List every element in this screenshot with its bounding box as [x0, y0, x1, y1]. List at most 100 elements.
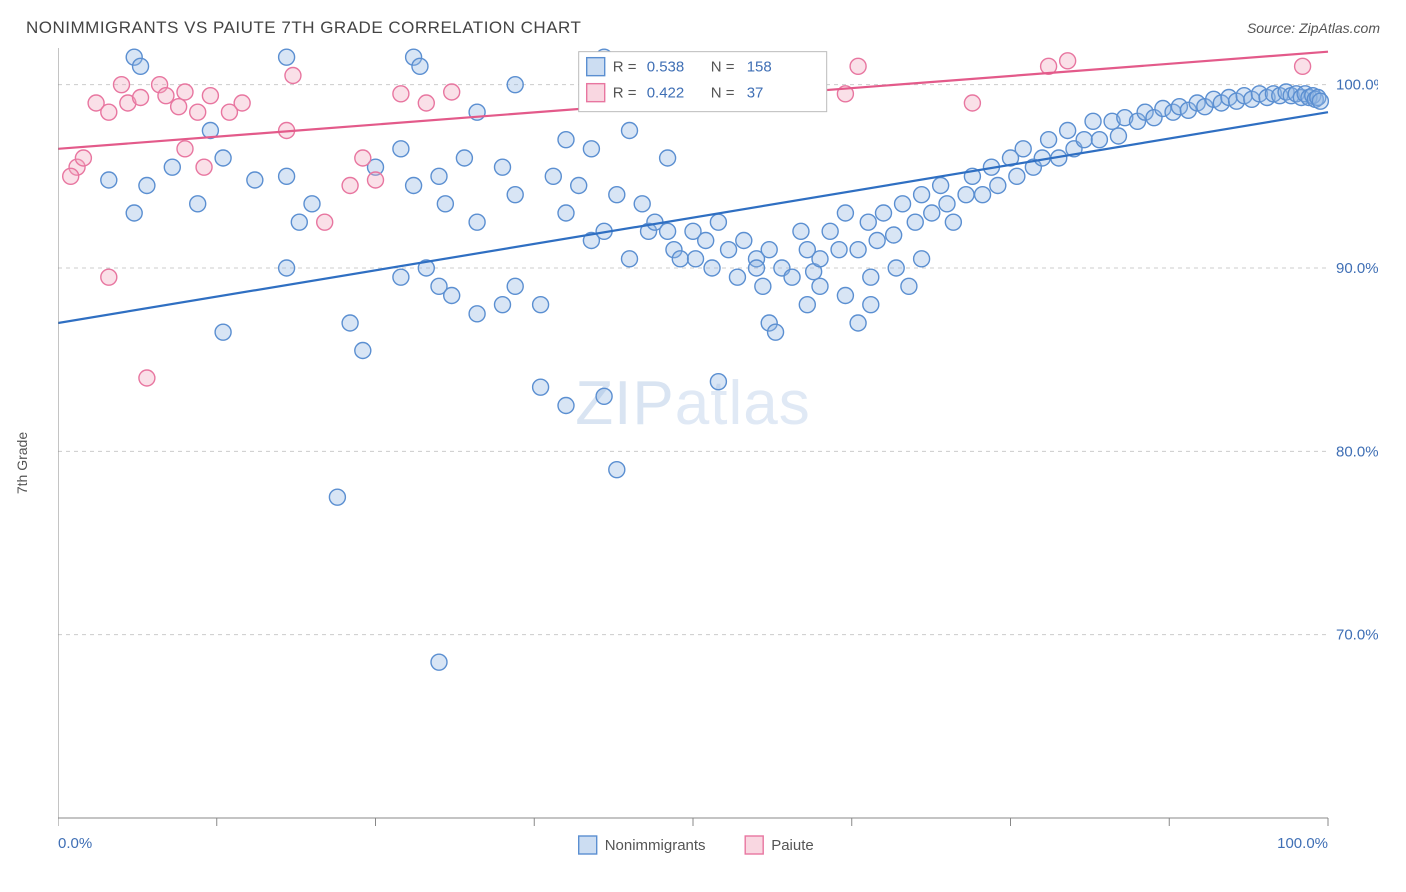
data-point: [393, 86, 409, 102]
y-tick-label: 100.0%: [1336, 77, 1378, 94]
data-point: [822, 223, 838, 239]
data-point: [133, 58, 149, 74]
data-point: [171, 99, 187, 115]
data-point: [812, 278, 828, 294]
legend-swatch: [745, 836, 763, 854]
data-point: [495, 297, 511, 313]
data-point: [393, 141, 409, 157]
legend-series-label: Nonimmigrants: [605, 837, 706, 854]
data-point: [444, 288, 460, 304]
source-label: Source: ZipAtlas.com: [1247, 20, 1380, 36]
data-point: [660, 150, 676, 166]
data-point: [964, 95, 980, 111]
data-point: [177, 84, 193, 100]
data-point: [945, 214, 961, 230]
legend-swatch: [587, 84, 605, 102]
data-point: [729, 269, 745, 285]
data-point: [545, 168, 561, 184]
data-point: [1295, 58, 1311, 74]
data-point: [304, 196, 320, 212]
legend-swatch: [587, 58, 605, 76]
data-point: [710, 374, 726, 390]
data-point: [721, 242, 737, 258]
data-point: [749, 260, 765, 276]
data-point: [533, 297, 549, 313]
y-tick-label: 70.0%: [1336, 627, 1378, 644]
data-point: [886, 227, 902, 243]
data-point: [279, 260, 295, 276]
data-point: [736, 233, 752, 249]
data-point: [133, 90, 149, 106]
legend-r-label: R =: [613, 85, 637, 102]
data-point: [215, 324, 231, 340]
data-point: [355, 150, 371, 166]
data-point: [837, 205, 853, 221]
data-point: [63, 168, 79, 184]
data-point: [1015, 141, 1031, 157]
data-point: [907, 214, 923, 230]
data-point: [622, 123, 638, 139]
data-point: [704, 260, 720, 276]
trend-line: [58, 112, 1328, 323]
data-point: [850, 58, 866, 74]
data-point: [101, 172, 117, 188]
data-point: [247, 172, 263, 188]
data-point: [158, 88, 174, 104]
data-point: [196, 159, 212, 175]
data-point: [634, 196, 650, 212]
data-point: [279, 49, 295, 65]
data-point: [869, 233, 885, 249]
data-point: [1091, 132, 1107, 148]
data-point: [234, 95, 250, 111]
chart-title: NONIMMIGRANTS VS PAIUTE 7TH GRADE CORREL…: [26, 18, 581, 38]
data-point: [876, 205, 892, 221]
watermark: ZIPatlas: [575, 369, 810, 438]
data-point: [990, 178, 1006, 194]
data-point: [895, 196, 911, 212]
data-point: [793, 223, 809, 239]
legend-r-value: 0.538: [647, 59, 685, 76]
legend-r-label: R =: [613, 59, 637, 76]
y-tick-label: 90.0%: [1336, 260, 1378, 277]
data-point: [507, 278, 523, 294]
data-point: [329, 489, 345, 505]
data-point: [75, 150, 91, 166]
data-point: [317, 214, 333, 230]
data-point: [583, 141, 599, 157]
data-point: [469, 306, 485, 322]
data-point: [799, 297, 815, 313]
data-point: [761, 242, 777, 258]
data-point: [1312, 93, 1328, 109]
data-point: [1076, 132, 1092, 148]
data-point: [609, 187, 625, 203]
data-point: [101, 269, 117, 285]
data-point: [291, 214, 307, 230]
data-point: [622, 251, 638, 267]
data-point: [888, 260, 904, 276]
x-tick-label: 0.0%: [58, 835, 92, 852]
data-point: [901, 278, 917, 294]
chart-area: 7th Grade ZIPatlas0.0%100.0%70.0%80.0%90…: [58, 48, 1406, 878]
data-point: [768, 324, 784, 340]
x-tick-label: 100.0%: [1277, 835, 1328, 852]
data-point: [342, 178, 358, 194]
legend-n-label: N =: [711, 85, 735, 102]
data-point: [660, 223, 676, 239]
data-point: [469, 214, 485, 230]
data-point: [698, 233, 714, 249]
data-point: [126, 205, 142, 221]
data-point: [139, 370, 155, 386]
legend-series-label: Paiute: [771, 837, 814, 854]
data-point: [924, 205, 940, 221]
data-point: [1041, 132, 1057, 148]
data-point: [190, 104, 206, 120]
data-point: [863, 297, 879, 313]
data-point: [279, 168, 295, 184]
data-point: [342, 315, 358, 331]
data-point: [914, 251, 930, 267]
data-point: [202, 88, 218, 104]
data-point: [101, 104, 117, 120]
scatter-plot: ZIPatlas0.0%100.0%70.0%80.0%90.0%100.0%R…: [58, 48, 1378, 878]
data-point: [975, 187, 991, 203]
data-point: [1085, 113, 1101, 129]
